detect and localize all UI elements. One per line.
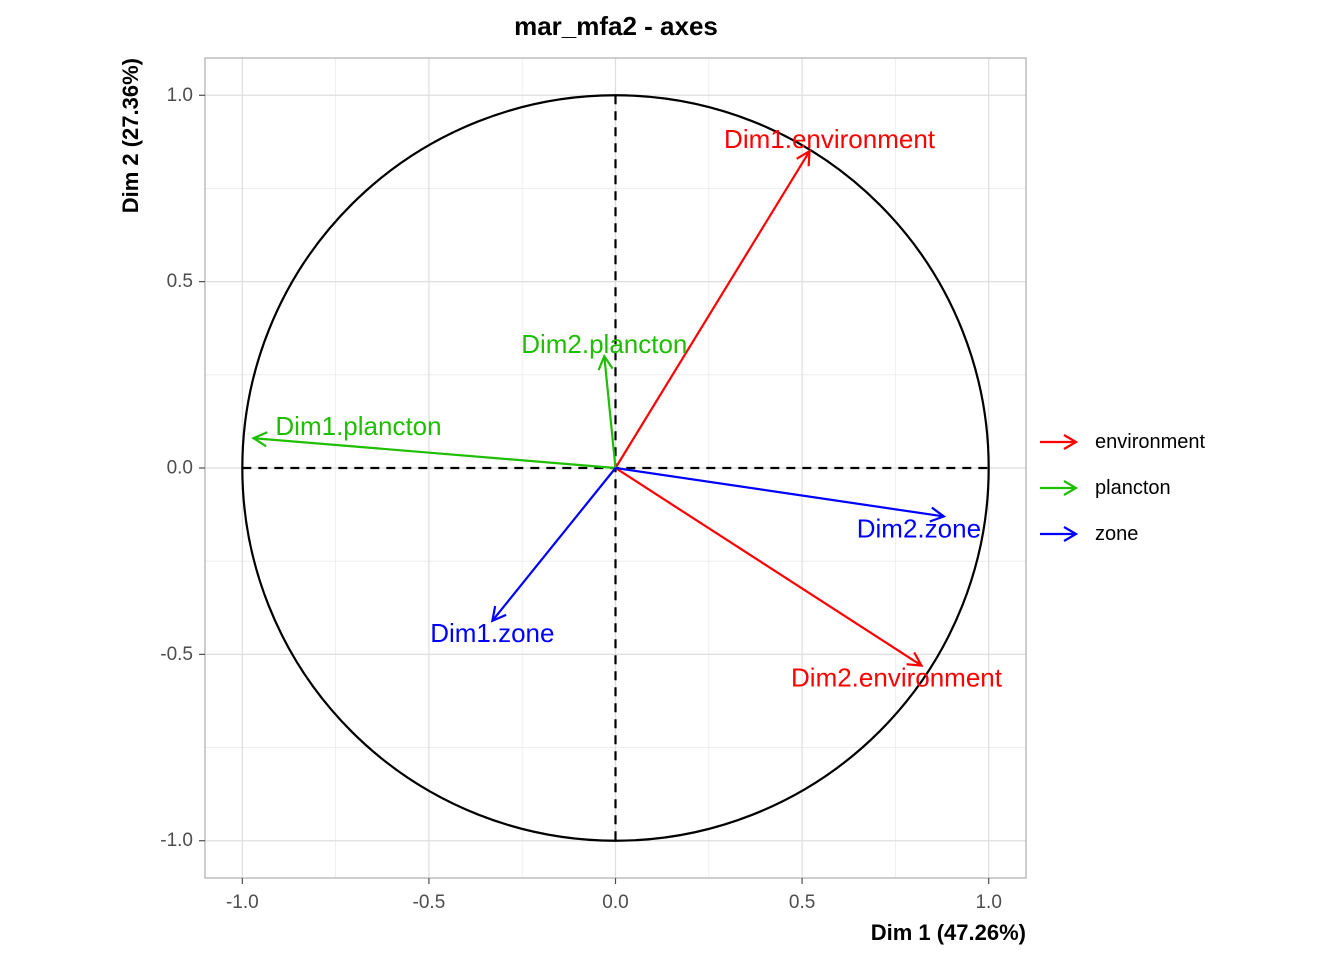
y-tick-label: 0.0 — [167, 458, 193, 479]
x-tick-label: -1.0 — [226, 892, 259, 913]
arrow-label-dim2-zone: Dim2.zone — [857, 513, 981, 543]
arrowhead-dim2-plancton — [597, 353, 614, 371]
x-tick-label: 0.5 — [789, 892, 815, 913]
legend-label-plancton: plancton — [1095, 477, 1171, 499]
x-axis-title: Dim 1 (47.26%) — [871, 920, 1026, 945]
arrow-dim1-zone — [491, 467, 617, 622]
arrow-dim2-environment — [614, 467, 923, 667]
legend-key-arrowhead-zone — [1063, 526, 1079, 542]
arrow-dim1-plancton — [253, 437, 616, 470]
y-axis-ticks: -1.0 -0.5 0.0 0.5 1.0 — [160, 85, 205, 851]
x-tick-label: 1.0 — [975, 892, 1001, 913]
arrow-label-dim1-environment: Dim1.environment — [724, 124, 936, 154]
arrow-dim2-zone — [615, 466, 945, 518]
legend-label-environment: environment — [1095, 431, 1206, 453]
arrowhead-dim1-zone — [490, 605, 507, 623]
arrowhead-dim2-zone — [929, 506, 947, 523]
arrowhead-dim1-plancton — [251, 431, 268, 448]
arrow-dim1-environment — [614, 150, 811, 469]
arrow-label-dim1-zone: Dim1.zone — [430, 618, 554, 648]
arrowhead-dim2-environment — [906, 651, 924, 667]
arrow-label-dim2-environment: Dim2.environment — [791, 663, 1003, 693]
arrowhead-dim1-environment — [796, 149, 811, 167]
legend-key-arrowhead-plancton — [1063, 480, 1079, 496]
x-axis-ticks: -1.0 -0.5 0.0 0.5 1.0 — [226, 878, 1002, 913]
legend: environment plancton zone — [1040, 431, 1206, 545]
y-tick-label: 0.5 — [167, 271, 193, 292]
y-tick-label: -0.5 — [160, 644, 193, 665]
arrows-group: Dim1.environment Dim2.environment Dim1.pla… — [251, 124, 1003, 693]
arrow-label-dim2-plancton: Dim2.plancton — [521, 329, 687, 359]
y-tick-label: -1.0 — [160, 830, 193, 851]
y-tick-label: 1.0 — [167, 85, 193, 106]
legend-key-arrowhead-environment — [1063, 434, 1079, 450]
x-tick-label: -0.5 — [413, 892, 446, 913]
chart-title: mar_mfa2 - axes — [514, 11, 718, 41]
arrow-dim2-plancton — [603, 356, 617, 469]
arrow-label-dim1-plancton: Dim1.plancton — [275, 411, 441, 441]
x-tick-label: 0.0 — [602, 892, 628, 913]
legend-label-zone: zone — [1095, 523, 1138, 545]
y-axis-title: Dim 2 (27.36%) — [118, 58, 143, 213]
